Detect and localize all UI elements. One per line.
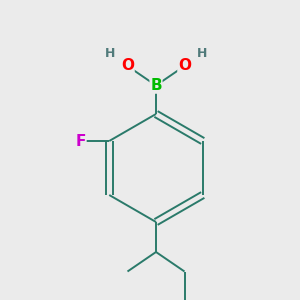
Text: F: F (76, 134, 86, 148)
Text: H: H (197, 47, 207, 60)
Text: O: O (121, 58, 134, 74)
Text: H: H (105, 47, 115, 60)
Text: O: O (178, 58, 191, 74)
Text: B: B (150, 78, 162, 93)
